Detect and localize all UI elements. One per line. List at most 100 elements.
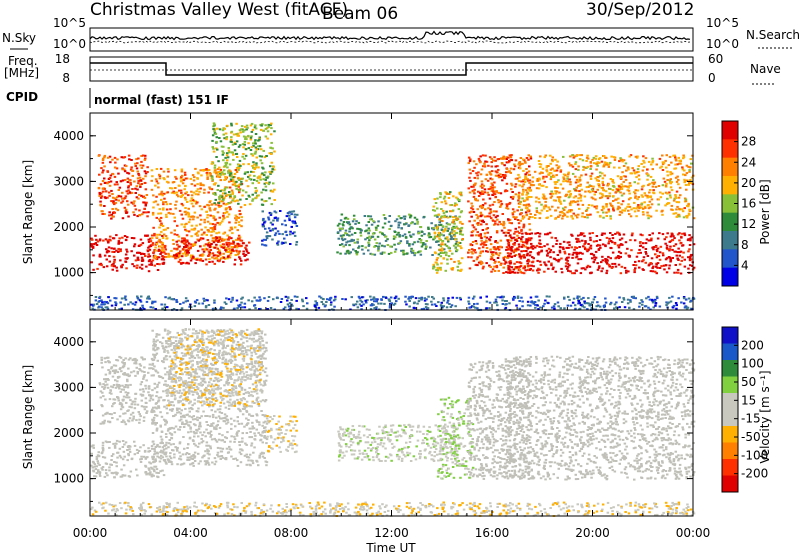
data-cell: [99, 262, 103, 265]
data-cell: [638, 266, 641, 269]
data-cell: [577, 165, 580, 168]
data-cell: [618, 213, 622, 216]
data-cell: [197, 239, 200, 242]
data-cell: [126, 384, 130, 387]
nsearch-trace: [89, 40, 691, 44]
data-cell: [232, 180, 235, 183]
data-cell: [231, 296, 234, 299]
data-cell: [585, 186, 589, 189]
data-cell: [497, 254, 501, 257]
data-cell: [674, 167, 678, 170]
data-cell: [222, 232, 225, 235]
data-cell: [203, 300, 206, 302]
data-cell: [678, 186, 682, 189]
data-cell: [606, 197, 610, 200]
data-cell: [226, 193, 229, 196]
data-cell: [562, 176, 565, 179]
data-cell: [369, 218, 372, 221]
data-cell: [216, 257, 219, 260]
data-cell: [439, 233, 442, 236]
data-cell: [116, 418, 119, 421]
data-cell: [284, 231, 287, 234]
data-cell: [118, 415, 122, 418]
data-cell: [504, 255, 507, 258]
data-cell: [497, 248, 501, 251]
data-cell: [432, 238, 435, 241]
data-cell: [225, 162, 228, 165]
data-cell: [411, 295, 414, 298]
data-cell: [508, 302, 511, 305]
data-cell: [100, 356, 103, 359]
data-cell: [679, 272, 683, 275]
data-cell: [241, 296, 244, 299]
data-cell: [610, 247, 613, 250]
data-cell: [446, 262, 449, 265]
freq-label-1: Freq.: [8, 54, 38, 68]
data-cell: [519, 163, 523, 166]
data-cell: [673, 250, 676, 253]
data-cell: [151, 175, 154, 178]
data-cell: [506, 207, 510, 210]
data-cell: [129, 181, 132, 184]
data-cell: [488, 307, 491, 310]
data-cell: [150, 237, 154, 240]
data-cell: [444, 269, 447, 272]
data-cell: [427, 232, 431, 235]
data-cell: [101, 451, 104, 454]
data-cell: [477, 195, 481, 197]
data-cell: [248, 195, 251, 198]
data-cell: [617, 250, 621, 253]
data-cell: [601, 255, 604, 258]
data-cell: [381, 226, 385, 229]
data-cell: [674, 163, 677, 166]
data-cell: [182, 301, 185, 304]
data-cell: [538, 232, 542, 235]
data-cell: [254, 133, 258, 135]
data-cell: [222, 152, 225, 154]
data-cell: [468, 191, 472, 194]
data-cell: [644, 248, 648, 250]
data-cell: [545, 217, 548, 219]
data-cell: [455, 231, 459, 234]
data-cell: [627, 209, 630, 212]
data-cell: [262, 149, 265, 152]
data-cell: [160, 190, 164, 193]
data-cell: [555, 259, 558, 262]
data-cell: [395, 218, 399, 221]
data-cell: [192, 179, 196, 182]
data-cell: [202, 253, 205, 256]
data-cell: [684, 180, 687, 182]
data-cell: [507, 242, 510, 245]
data-cell: [333, 305, 336, 308]
data-cell: [661, 154, 664, 157]
data-cell: [339, 234, 343, 237]
data-cell: [282, 307, 286, 310]
data-cell: [111, 196, 115, 199]
data-cell: [570, 233, 573, 236]
data-cell: [289, 243, 292, 245]
data-cell: [495, 190, 498, 193]
data-cell: [433, 303, 437, 306]
data-cell: [573, 248, 576, 251]
data-cell: [142, 195, 145, 198]
data-cell: [677, 201, 681, 204]
data-cell: [435, 258, 439, 261]
data-cell: [557, 305, 560, 308]
data-cell: [258, 136, 261, 139]
data-cell: [146, 166, 149, 169]
data-cell: [554, 183, 557, 186]
data-cell: [514, 159, 518, 162]
data-cell: [408, 231, 411, 234]
data-cell: [228, 151, 231, 154]
data-cell: [647, 239, 651, 242]
data-cell: [178, 189, 181, 192]
data-cell: [609, 240, 613, 242]
data-cell: [99, 204, 103, 207]
data-cell: [618, 238, 622, 241]
data-cell: [217, 240, 220, 243]
data-cell: [497, 191, 500, 194]
data-cell: [108, 214, 111, 217]
data-cell: [253, 140, 257, 143]
data-cell: [142, 416, 146, 419]
data-cell: [522, 267, 525, 270]
